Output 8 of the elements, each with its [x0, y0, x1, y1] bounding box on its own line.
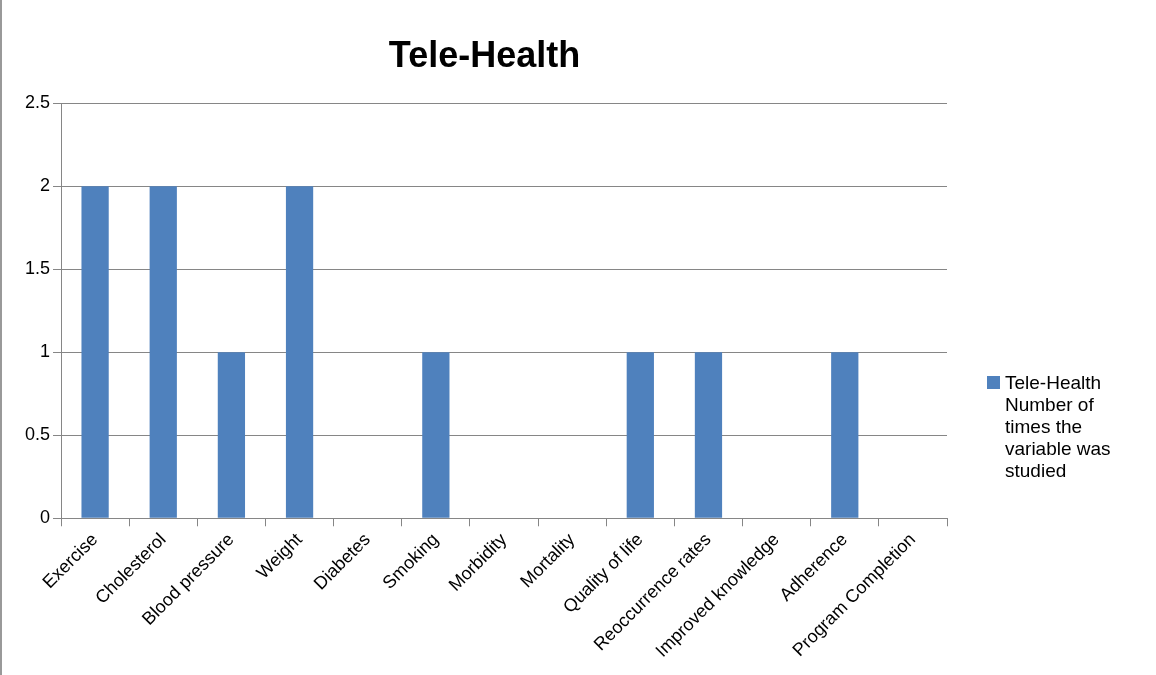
y-tick-label: 2 [40, 175, 51, 196]
y-tick-label: 2.5 [24, 92, 51, 113]
chart-title: Tele-Health [388, 33, 581, 75]
y-tick-label: 1 [40, 341, 51, 362]
y-tick-label: 1.5 [24, 258, 51, 279]
y-tick-label: 0.5 [24, 424, 51, 445]
legend-label: Tele-Health Number of times the variable was studied [1005, 372, 1112, 482]
y-tick-label: 0 [40, 507, 51, 528]
